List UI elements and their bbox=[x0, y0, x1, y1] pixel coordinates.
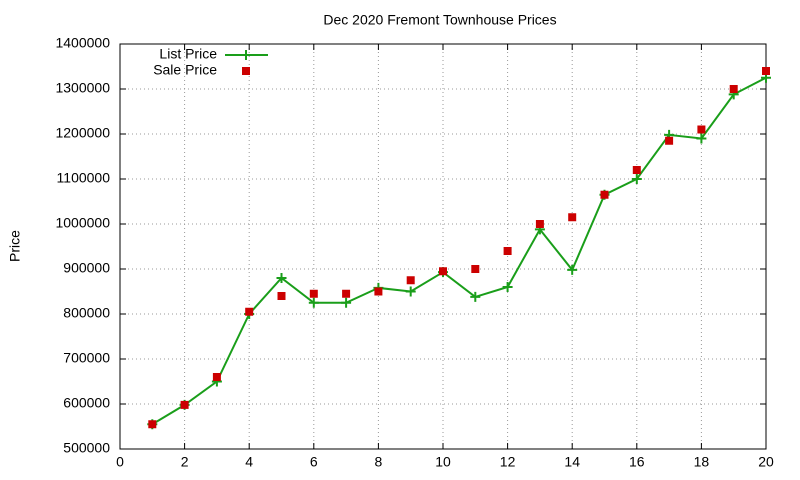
plus-marker bbox=[631, 174, 642, 184]
square-marker bbox=[180, 400, 189, 409]
square-marker bbox=[568, 213, 577, 222]
y-tick-label: 800000 bbox=[63, 305, 110, 321]
square-marker bbox=[503, 247, 512, 255]
square-marker bbox=[471, 265, 480, 273]
y-tick-label: 1000000 bbox=[55, 215, 110, 231]
y-tick-label: 1100000 bbox=[57, 170, 111, 186]
plus-marker bbox=[341, 297, 352, 308]
x-tick-label: 12 bbox=[500, 454, 516, 470]
square-marker bbox=[439, 267, 447, 276]
x-tick-label: 6 bbox=[310, 454, 318, 470]
square-marker bbox=[277, 292, 286, 300]
x-tick-label: 18 bbox=[694, 454, 710, 470]
plus-marker bbox=[405, 286, 416, 297]
square-marker bbox=[697, 125, 706, 134]
square-marker bbox=[535, 220, 544, 228]
x-tick-label: 4 bbox=[245, 454, 253, 470]
y-tick-label: 700000 bbox=[63, 350, 110, 366]
y-axis-label: Price bbox=[7, 230, 23, 262]
plus-marker bbox=[276, 273, 287, 283]
series-line bbox=[151, 76, 767, 426]
square-marker bbox=[309, 289, 318, 298]
square-marker bbox=[242, 67, 250, 75]
square-marker bbox=[374, 287, 383, 296]
square-marker bbox=[342, 289, 351, 298]
square-marker bbox=[212, 373, 221, 381]
y-tick-label: 500000 bbox=[63, 440, 110, 456]
plus-marker bbox=[567, 264, 578, 275]
square-marker bbox=[600, 190, 609, 199]
square-marker bbox=[762, 67, 770, 75]
x-tick-label: 10 bbox=[435, 454, 451, 470]
y-tick-label: 1400000 bbox=[55, 35, 110, 51]
x-tick-label: 20 bbox=[758, 454, 774, 470]
legend-label: List Price bbox=[159, 46, 217, 62]
x-tick-label: 0 bbox=[116, 454, 124, 470]
x-tick-label: 2 bbox=[181, 454, 189, 470]
y-tick-label: 1200000 bbox=[55, 125, 110, 141]
x-tick-label: 14 bbox=[564, 454, 580, 470]
y-tick-label: 1300000 bbox=[55, 80, 110, 96]
y-tick-label: 600000 bbox=[63, 395, 110, 411]
plus-marker bbox=[502, 282, 513, 292]
square-marker bbox=[406, 276, 415, 285]
y-tick-label: 900000 bbox=[63, 260, 110, 276]
square-marker bbox=[632, 166, 641, 174]
plus-marker bbox=[696, 133, 707, 144]
plus-marker bbox=[241, 50, 251, 60]
square-marker bbox=[729, 85, 738, 93]
plus-marker bbox=[470, 291, 481, 302]
x-tick-label: 8 bbox=[375, 454, 383, 470]
square-marker bbox=[245, 307, 254, 316]
legend-label: Sale Price bbox=[153, 62, 217, 78]
square-marker bbox=[665, 136, 674, 145]
plus-marker bbox=[308, 297, 319, 308]
square-marker bbox=[148, 420, 157, 429]
chart-title: Dec 2020 Fremont Townhouse Prices bbox=[323, 12, 556, 28]
x-tick-label: 16 bbox=[629, 454, 645, 470]
plot-frame bbox=[119, 43, 767, 450]
